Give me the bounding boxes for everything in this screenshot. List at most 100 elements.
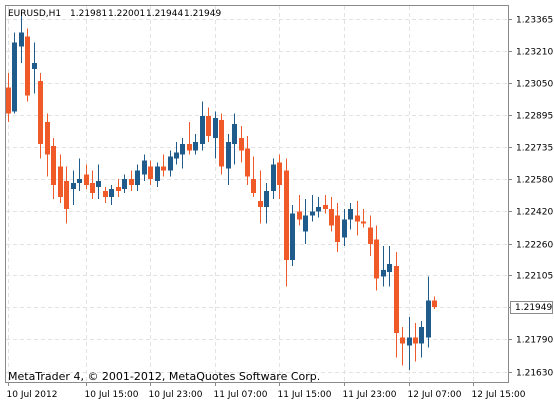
bear-candle — [374, 225, 379, 291]
candle-body — [38, 81, 43, 145]
bear-candle — [148, 160, 153, 185]
bear-candle — [245, 136, 250, 185]
candle-body — [71, 182, 76, 189]
bull-candle — [310, 195, 315, 222]
grid — [6, 6, 508, 382]
bear-candle — [84, 164, 89, 189]
bull-candle — [303, 199, 308, 244]
bull-candle — [271, 158, 276, 200]
bear-candle — [258, 170, 263, 224]
y-axis-labels: 1.23365 1.23210 1.23050 1.22895 1.22735 1.225… — [508, 16, 553, 379]
candle-body — [168, 156, 173, 171]
bear-candle — [251, 156, 256, 198]
bear-candle — [45, 113, 50, 177]
candle-body — [51, 146, 56, 185]
current-price-label: 1.21949 — [515, 303, 552, 313]
candle-body — [90, 182, 95, 193]
candle-body — [19, 32, 24, 47]
bull-candle — [232, 113, 237, 165]
x-tick-label: 10 Jul 15:00 — [85, 390, 139, 400]
current-price-marker: 1.21949 — [510, 301, 553, 314]
candle-body — [77, 178, 82, 183]
bear-candle — [25, 28, 30, 102]
candle-body — [264, 190, 269, 208]
candle-body — [135, 170, 140, 185]
bull-candle — [12, 32, 17, 114]
candle-body — [303, 215, 308, 232]
candle-body — [45, 121, 50, 155]
y-tick-label: 1.22580 — [516, 176, 553, 186]
bear-candle — [432, 296, 437, 309]
candle-body — [297, 211, 302, 220]
bear-candle — [394, 251, 399, 358]
bull-candle — [109, 184, 114, 206]
candle-body — [116, 186, 121, 191]
candle-body — [284, 170, 289, 261]
candle-body — [122, 178, 127, 189]
bear-candle — [116, 178, 121, 198]
candle-body — [381, 270, 386, 277]
candle-body — [329, 209, 334, 226]
bull-candle — [168, 150, 173, 177]
bear-candle — [284, 158, 289, 287]
candle-body — [180, 144, 185, 155]
y-tick-label: 1.22105 — [516, 272, 553, 282]
candle-body — [426, 300, 431, 338]
candle-body — [226, 142, 231, 169]
bull-candle — [316, 197, 321, 218]
open-value: 1.21981 — [70, 9, 107, 19]
candle-body — [342, 219, 347, 238]
bull-candle — [381, 245, 386, 287]
y-tick-label: 1.22260 — [516, 241, 553, 251]
ohlc-header: EURUSD,H1 1.21981 1.22001 1.21944 1.2194… — [8, 9, 221, 19]
y-tick-label: 1.22735 — [516, 144, 553, 154]
candle-body — [310, 211, 315, 216]
bear-candle — [335, 203, 340, 252]
candle-body — [129, 178, 134, 185]
bull-candle — [407, 316, 412, 370]
candle-body — [193, 142, 198, 151]
candle-body — [32, 62, 37, 70]
candle-body — [290, 213, 295, 261]
bull-candle — [342, 209, 347, 246]
bull-candle — [180, 138, 185, 169]
current-price-box — [510, 301, 553, 314]
candle-body — [174, 152, 179, 159]
bear-candle — [161, 154, 166, 177]
bear-candle — [90, 170, 95, 200]
candle-body — [200, 115, 205, 145]
candles — [6, 12, 437, 370]
candle-body — [25, 36, 30, 96]
candle-body — [348, 209, 353, 220]
candle-body — [355, 215, 360, 222]
candle-body — [394, 266, 399, 334]
y-tick-label: 1.23050 — [516, 80, 553, 90]
candle-body — [374, 239, 379, 279]
bull-candle — [122, 174, 127, 193]
bull-candle — [200, 101, 205, 151]
x-tick-label: 12 Jul 07:00 — [408, 390, 462, 400]
y-tick-label: 1.21630 — [516, 369, 553, 379]
y-tick-label: 1.22895 — [516, 112, 553, 122]
bear-candle — [206, 107, 211, 143]
bear-candle — [58, 154, 63, 204]
bull-candle — [426, 276, 431, 348]
x-tick-label: 10 Jul 2012 — [7, 390, 58, 400]
bear-candle — [400, 327, 405, 366]
candle-body — [12, 42, 17, 112]
bull-candle — [77, 158, 82, 191]
candle-body — [323, 205, 328, 210]
copyright-text: MetaTrader 4, © 2001-2012, MetaQuotes So… — [8, 370, 320, 383]
bear-candle — [129, 170, 134, 191]
y-tick-label: 1.23210 — [516, 48, 553, 58]
bear-candle — [6, 73, 11, 122]
candle-body — [419, 327, 424, 344]
bear-candle — [329, 197, 334, 232]
candle-body — [58, 166, 63, 198]
bear-candle — [355, 201, 360, 236]
symbol-label: EURUSD,H1 — [8, 9, 61, 19]
x-tick-label: 12 Jul 15:00 — [472, 390, 526, 400]
bull-candle — [226, 134, 231, 185]
